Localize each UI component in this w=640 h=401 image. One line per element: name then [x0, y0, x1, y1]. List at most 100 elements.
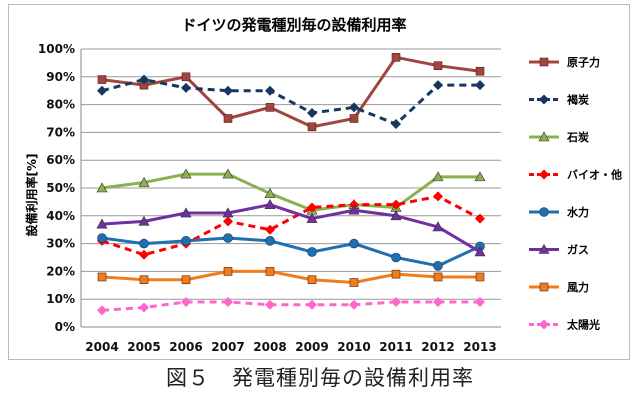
data-point-marker	[474, 246, 486, 257]
data-point-marker	[223, 233, 233, 243]
legend-item: バイオ・他	[529, 168, 622, 182]
data-point-marker	[264, 199, 276, 209]
data-point-marker	[265, 224, 275, 235]
y-tick-label: 0%	[55, 320, 75, 334]
data-point-marker	[307, 275, 317, 285]
y-tick-label: 60%	[46, 153, 75, 167]
data-point-marker	[349, 102, 359, 113]
legend-item: 褐炭	[529, 93, 589, 107]
series-line	[101, 78, 480, 126]
x-tick-label: 2004	[85, 340, 118, 354]
y-tick-label: 70%	[46, 125, 75, 139]
x-tick-label: 2005	[127, 340, 160, 354]
data-point-marker	[433, 80, 443, 91]
legend-label: 褐炭	[566, 93, 589, 107]
y-tick-label: 50%	[46, 181, 75, 195]
y-tick-label: 30%	[46, 237, 75, 251]
data-point-marker	[181, 236, 191, 246]
data-point-marker	[223, 114, 233, 123]
data-point-marker	[181, 275, 191, 285]
data-point-marker	[539, 94, 549, 105]
data-point-marker	[265, 267, 275, 276]
legend-item: 原子力	[529, 55, 600, 69]
line-chart: ドイツの発電種別毎の設備利用率 0% 10% 20% 30% 40% 50% 60% 70% 8…	[24, 16, 622, 354]
data-point-marker	[181, 82, 191, 93]
data-point-marker	[539, 169, 549, 180]
data-point-marker	[475, 66, 485, 76]
data-point-marker	[139, 74, 149, 85]
series-line	[101, 269, 480, 285]
y-tick-label: 80%	[46, 98, 75, 112]
legend-label: ガス	[567, 243, 589, 257]
data-point-marker	[138, 215, 150, 226]
data-point-marker	[539, 207, 549, 217]
data-point-marker	[539, 319, 549, 330]
data-point-marker	[539, 282, 549, 292]
legend-label: バイオ・他	[567, 168, 622, 182]
legend-item: 太陽光	[529, 318, 600, 332]
data-point-marker	[349, 114, 359, 123]
y-axis-label: 設備利用率[%]	[24, 154, 39, 237]
series-line	[101, 300, 480, 312]
data-point-marker	[474, 171, 486, 182]
series-diamond	[97, 296, 485, 316]
data-point-marker	[348, 204, 360, 215]
x-tick-label: 2006	[169, 340, 202, 354]
data-point-marker	[307, 247, 317, 257]
data-point-marker	[432, 171, 444, 182]
data-point-marker	[223, 85, 233, 96]
x-axis-ticks: 2004 2005 2006 2007 2008 2009 2010 2011 2012 2013	[85, 340, 496, 354]
legend-label: 原子力	[567, 55, 600, 69]
data-point-marker	[222, 168, 234, 179]
data-point-marker	[265, 103, 275, 112]
x-tick-label: 2009	[295, 340, 328, 354]
data-point-marker	[180, 207, 192, 218]
data-point-marker	[307, 122, 317, 132]
series-triangle	[96, 199, 486, 257]
data-point-marker	[433, 296, 443, 307]
data-point-marker	[265, 236, 275, 246]
data-point-marker	[139, 302, 149, 313]
legend-item: 石炭	[529, 130, 589, 144]
data-point-marker	[349, 238, 359, 249]
data-point-marker	[538, 131, 550, 142]
data-point-marker	[307, 107, 317, 118]
data-point-marker	[306, 212, 318, 223]
x-tick-label: 2007	[211, 340, 244, 354]
y-tick-label: 100%	[38, 42, 75, 56]
data-point-marker	[181, 296, 191, 307]
data-point-marker	[265, 299, 275, 310]
y-tick-label: 40%	[46, 209, 75, 223]
data-point-marker	[391, 199, 401, 210]
x-tick-label: 2011	[379, 340, 412, 354]
series-triangle	[96, 168, 486, 215]
legend-label: 風力	[567, 280, 589, 294]
data-point-marker	[391, 269, 401, 279]
data-point-marker	[222, 207, 234, 218]
series-line	[101, 236, 481, 268]
legend-label: 石炭	[566, 130, 589, 144]
data-point-marker	[349, 299, 359, 310]
series-circle	[97, 233, 485, 271]
data-point-marker	[539, 57, 549, 67]
y-axis-ticks: 0% 10% 20% 30% 40% 50% 60% 70% 80% 90% 100%	[38, 42, 75, 334]
x-tick-label: 2012	[421, 340, 454, 354]
data-point-marker	[391, 296, 401, 307]
data-point-marker	[97, 75, 107, 84]
data-point-marker	[475, 296, 485, 307]
data-point-marker	[432, 221, 444, 232]
data-point-marker	[433, 61, 443, 70]
series-diamond	[97, 191, 485, 260]
axes	[80, 49, 501, 328]
data-point-marker	[223, 216, 233, 227]
series-line	[101, 172, 480, 212]
legend-label: 太陽光	[566, 318, 600, 332]
x-tick-label: 2013	[463, 340, 496, 354]
chart-frame: ドイツの発電種別毎の設備利用率 0% 10% 20% 30% 40% 50% 60% 70% 8…	[8, 4, 630, 360]
x-tick-label: 2008	[253, 340, 286, 354]
data-point-marker	[139, 275, 149, 285]
data-point-marker	[97, 85, 107, 96]
data-point-marker	[391, 252, 401, 263]
data-point-marker	[391, 53, 401, 62]
